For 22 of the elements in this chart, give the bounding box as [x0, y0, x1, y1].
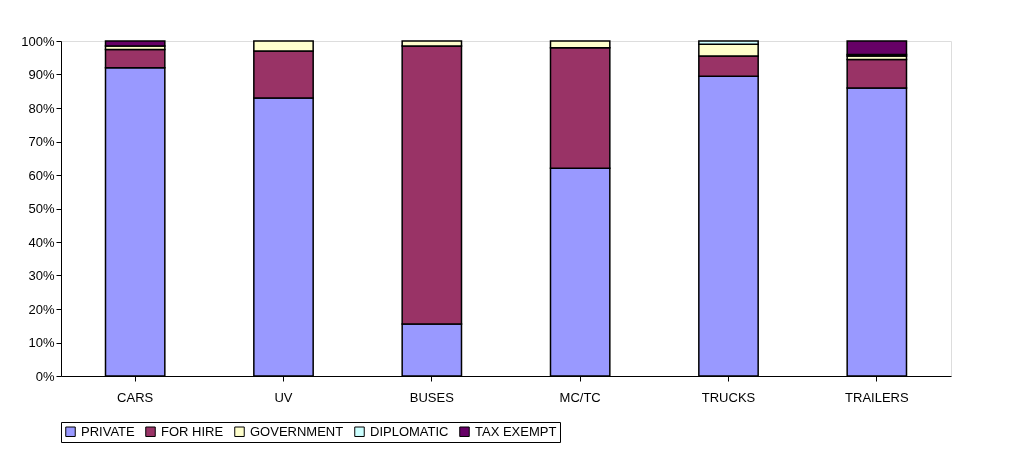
- legend-label: GOVERNMENT: [250, 423, 344, 439]
- y-tick-label: 50%: [28, 201, 55, 216]
- x-tick-label: CARS: [117, 389, 154, 405]
- y-tick-label: 10%: [28, 335, 55, 350]
- legend-label: FOR HIRE: [161, 423, 224, 439]
- y-tick-label: 90%: [28, 67, 55, 82]
- y-tick-label: 100%: [21, 33, 55, 49]
- y-tick-label: 0%: [35, 368, 55, 384]
- y-tick-label: 70%: [28, 134, 55, 149]
- y-tick-label: 60%: [28, 167, 55, 183]
- x-tick-label: UV: [274, 389, 293, 405]
- y-tick-label: 30%: [28, 268, 55, 283]
- x-tick-label: MC/TC: [559, 389, 601, 405]
- legend-label: DIPLOMATIC: [370, 423, 449, 439]
- x-tick-label: BUSES: [409, 389, 455, 405]
- y-tick-label: 40%: [28, 234, 55, 250]
- x-tick-label: TRUCKS: [701, 389, 756, 405]
- y-tick-label: 80%: [28, 100, 55, 116]
- x-tick-label: TRAILERS: [845, 389, 909, 405]
- legend-label: TAX EXEMPT: [475, 423, 557, 439]
- y-tick-label: 20%: [28, 301, 55, 317]
- legend-label: PRIVATE: [81, 423, 136, 439]
